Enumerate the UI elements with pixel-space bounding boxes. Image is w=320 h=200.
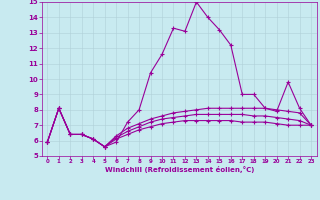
X-axis label: Windchill (Refroidissement éolien,°C): Windchill (Refroidissement éolien,°C)	[105, 166, 254, 173]
